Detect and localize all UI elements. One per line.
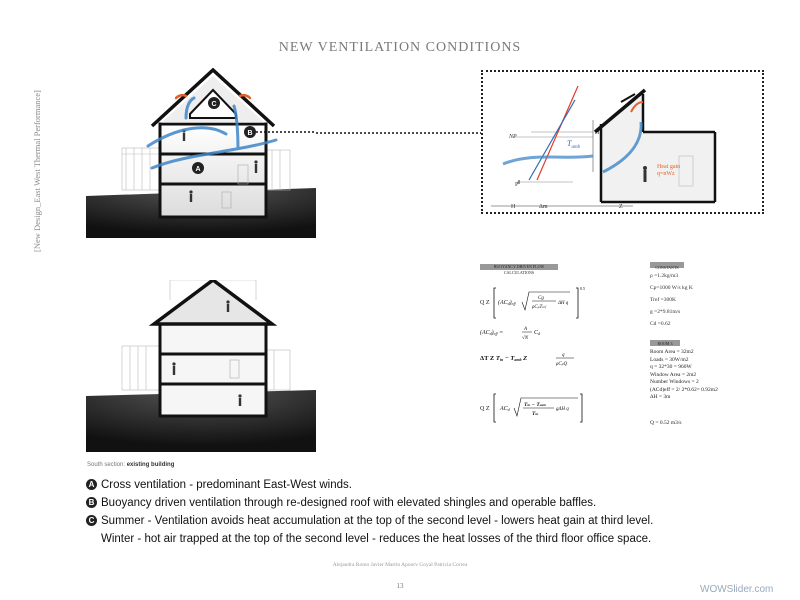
constants-heading: CONSTANTS bbox=[650, 262, 684, 270]
calc-panel: BUOYANCY DRIVEN FLOW CALCULATIONS Q Z (A… bbox=[470, 262, 640, 432]
eq1-q: Q Z bbox=[480, 300, 490, 306]
legend-text-c-summer: Summer - Ventilation avoids heat accumul… bbox=[101, 515, 654, 527]
top-building-section: A B C bbox=[86, 68, 316, 238]
eq2-lhs: (ACd)eff = bbox=[480, 329, 503, 336]
svg-text:gΔH q: gΔH q bbox=[556, 407, 569, 412]
svg-text:√N: √N bbox=[522, 335, 529, 341]
svg-text:ρCpQ: ρCpQ bbox=[555, 362, 568, 367]
room-result: Q = 0.52 m3/s bbox=[650, 419, 682, 426]
room-line-7: ΔH = 3m bbox=[650, 394, 671, 400]
detail-connector-ext bbox=[316, 132, 482, 134]
roof bbox=[150, 68, 276, 128]
legend-item-a: A Cross ventilation - predominant East-W… bbox=[86, 476, 766, 494]
detail-wind-arrow bbox=[502, 154, 594, 166]
heat-gain-label: Heat gain bbox=[657, 164, 680, 170]
badge-b: B bbox=[247, 130, 252, 137]
watermark: WOWSlider.com bbox=[700, 584, 774, 595]
authors: Alejandra Romo Javier Martin Apoorv Goya… bbox=[332, 562, 468, 568]
delta-m-label: Δm bbox=[539, 204, 548, 210]
heat-gain-value: q=nWz bbox=[657, 171, 675, 177]
calc-heading: BUOYANCY DRIVEN FLOW CALCULATIONS bbox=[480, 264, 558, 275]
porch-right bbox=[265, 149, 291, 191]
section-label-prefix: South section: bbox=[87, 462, 126, 468]
detail-box: NP H Tamb P Heat gain q=nWz H Δm Z bbox=[481, 70, 764, 214]
badge-a-group: A bbox=[192, 162, 204, 174]
room-line-6: (ACd)eff = 2/ 2*0.62= 0.92m2 bbox=[650, 386, 718, 393]
svg-text:ρCpTref: ρCpTref bbox=[531, 305, 547, 310]
legend-text-c: Summer - Ventilation avoids heat accumul… bbox=[101, 512, 653, 548]
eq3: ΔT Z Tin − Tamb Z bbox=[480, 355, 527, 362]
svg-text:Tin − Tamb: Tin − Tamb bbox=[524, 402, 546, 408]
detail-diagram: NP H Tamb P Heat gain q=nWz H Δm Z bbox=[491, 85, 717, 210]
room-line-4: Window Area = 2m2 bbox=[650, 371, 697, 378]
eq1-exp: 0.5 bbox=[580, 286, 585, 291]
section-label: South section: existing building bbox=[87, 462, 174, 468]
badge-b-group: B bbox=[244, 126, 256, 138]
tamb-label: Tamb bbox=[567, 139, 581, 150]
eq4-q: Q Z bbox=[480, 406, 490, 412]
bottom-building-section bbox=[86, 280, 316, 452]
room-line-3: q = 32*30 = 960W bbox=[650, 364, 692, 370]
side-label-wrap: [New Design_East West Thermal Performanc… bbox=[30, 72, 44, 252]
badge-c-group: C bbox=[208, 97, 220, 109]
badge-a: A bbox=[195, 166, 200, 173]
constant-tref: Tref =300K bbox=[650, 297, 676, 303]
room-panel: ROOM 3 Room Area = 32m2 Loads = 30W/m2 q… bbox=[650, 340, 730, 427]
legend-badge-c: C bbox=[86, 515, 97, 526]
side-label: [New Design_East West Thermal Performanc… bbox=[32, 90, 42, 252]
constant-cd: Cd =0.62 bbox=[650, 321, 671, 327]
room-line-1: Room Area = 32m2 bbox=[650, 349, 694, 355]
svg-text:ΔH q: ΔH q bbox=[557, 301, 569, 306]
heat-arrows bbox=[174, 93, 252, 100]
constant-cp: Cp=1000 W/s kg K bbox=[650, 285, 693, 291]
blue-pressure-line bbox=[528, 99, 576, 181]
p-label: P bbox=[515, 182, 519, 188]
page-title: NEW VENTILATION CONDITIONS bbox=[278, 40, 522, 55]
calc-equations: Q Z (ACd)eff Cg ΔH q ρCpTref 0.5 (ACd)ef… bbox=[480, 286, 585, 423]
legend-text-b: Buoyancy driven ventilation through re-d… bbox=[101, 497, 597, 509]
legend-badge-b: B bbox=[86, 497, 97, 508]
legend: A Cross ventilation - predominant East-W… bbox=[86, 476, 766, 548]
constants-panel: CONSTANTS ρ =1.2kg/m3 Cp=1000 W/s kg K T… bbox=[650, 262, 720, 330]
svg-text:ACd: ACd bbox=[499, 406, 511, 412]
red-pressure-line bbox=[536, 85, 579, 181]
svg-text:Tin: Tin bbox=[532, 411, 538, 417]
badge-c: C bbox=[211, 101, 216, 108]
legend-text-a: Cross ventilation - predominant East-Wes… bbox=[101, 479, 352, 491]
room-line-2: Loads = 30W/m2 bbox=[650, 356, 689, 363]
side-label-text: [New Design_East West Thermal Performanc… bbox=[32, 90, 42, 252]
h-label: H bbox=[594, 130, 600, 136]
svg-text:Cg: Cg bbox=[538, 296, 544, 301]
eq1-lhs: (ACd)eff bbox=[498, 299, 517, 306]
page-number: 13 bbox=[396, 582, 404, 590]
legend-item-c: C Summer - Ventilation avoids heat accum… bbox=[86, 512, 766, 548]
constant-rho: ρ =1.2kg/m3 bbox=[650, 273, 679, 279]
wind-arrows bbox=[146, 96, 278, 170]
room-heading: ROOM 3 bbox=[650, 340, 680, 346]
legend-item-b: B Buoyancy driven ventilation through re… bbox=[86, 494, 766, 512]
constant-g: g =2*9.81m/s bbox=[650, 309, 681, 315]
legend-badge-a: A bbox=[86, 479, 97, 490]
z-label: Z bbox=[619, 204, 623, 210]
legend-text-c-winter: Winter - hot air trapped at the top of t… bbox=[101, 533, 652, 545]
svg-text:A: A bbox=[523, 327, 528, 332]
section-label-emph: existing building bbox=[126, 462, 175, 468]
porch-left bbox=[121, 147, 161, 191]
np-label: NP bbox=[508, 134, 517, 140]
svg-text:q: q bbox=[562, 353, 565, 358]
h-dim-label: H bbox=[511, 204, 516, 210]
svg-text:Cd: Cd bbox=[534, 330, 541, 336]
room-line-5: Number Windows = 2 bbox=[650, 379, 699, 385]
